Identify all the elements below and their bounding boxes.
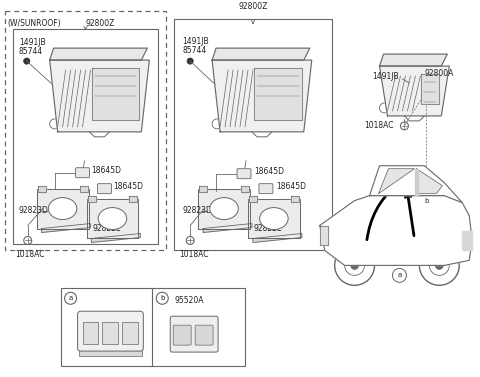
Text: (W/SUNROOF): (W/SUNROOF) <box>8 19 61 28</box>
Text: 1018AC: 1018AC <box>15 250 44 259</box>
Text: 18645D: 18645D <box>113 182 144 191</box>
Polygon shape <box>198 188 250 228</box>
Text: 92822E: 92822E <box>254 224 283 233</box>
Bar <box>60 288 245 366</box>
Circle shape <box>187 58 193 64</box>
Ellipse shape <box>48 198 77 219</box>
FancyBboxPatch shape <box>173 325 191 345</box>
Text: 95520A: 95520A <box>174 296 204 305</box>
Polygon shape <box>92 233 140 242</box>
Ellipse shape <box>98 208 127 230</box>
Circle shape <box>435 261 444 270</box>
Polygon shape <box>92 68 139 120</box>
Polygon shape <box>254 68 302 120</box>
Text: 1491JB: 1491JB <box>182 37 209 46</box>
Text: a: a <box>397 272 402 278</box>
Bar <box>79 348 143 356</box>
Ellipse shape <box>260 208 288 230</box>
FancyBboxPatch shape <box>97 184 111 194</box>
FancyBboxPatch shape <box>170 316 218 352</box>
Text: 18645D: 18645D <box>276 182 306 191</box>
Ellipse shape <box>210 198 238 219</box>
Text: 92800A: 92800A <box>424 69 454 78</box>
FancyBboxPatch shape <box>78 311 144 351</box>
Polygon shape <box>42 224 91 233</box>
Bar <box>13 29 158 244</box>
Polygon shape <box>87 196 96 202</box>
Polygon shape <box>203 224 252 233</box>
Circle shape <box>396 174 403 182</box>
Polygon shape <box>320 225 328 245</box>
Polygon shape <box>248 199 300 239</box>
FancyBboxPatch shape <box>195 325 213 345</box>
Polygon shape <box>49 60 149 132</box>
Polygon shape <box>291 196 299 202</box>
Text: 92892A: 92892A <box>96 321 125 327</box>
Text: b: b <box>424 198 429 204</box>
FancyBboxPatch shape <box>259 184 273 194</box>
Text: 85744: 85744 <box>19 47 43 56</box>
Text: 92823D: 92823D <box>182 206 212 215</box>
Circle shape <box>24 58 30 64</box>
Text: 1491JB: 1491JB <box>372 72 399 81</box>
Bar <box>174 19 332 250</box>
Circle shape <box>350 261 359 270</box>
Polygon shape <box>320 196 472 265</box>
Text: 1018AC: 1018AC <box>179 250 209 259</box>
Polygon shape <box>49 48 147 60</box>
Text: 92823D: 92823D <box>19 206 48 215</box>
Polygon shape <box>80 185 87 192</box>
Polygon shape <box>130 196 137 202</box>
Polygon shape <box>212 48 310 60</box>
Text: 92822E: 92822E <box>93 224 121 233</box>
Polygon shape <box>199 185 207 192</box>
Polygon shape <box>38 185 46 192</box>
Text: 85744: 85744 <box>182 46 206 55</box>
Bar <box>122 322 138 344</box>
Text: 92891A: 92891A <box>96 313 125 319</box>
Circle shape <box>399 76 406 82</box>
Text: b: b <box>160 295 165 301</box>
FancyBboxPatch shape <box>75 168 90 178</box>
Polygon shape <box>421 74 439 104</box>
Bar <box>83 322 98 344</box>
Text: a: a <box>69 295 72 301</box>
Polygon shape <box>415 169 419 196</box>
Polygon shape <box>86 199 138 239</box>
Bar <box>5 11 166 250</box>
Text: 1491JB: 1491JB <box>19 38 46 47</box>
Polygon shape <box>380 66 449 116</box>
Text: a: a <box>397 175 402 181</box>
Polygon shape <box>36 188 88 228</box>
FancyBboxPatch shape <box>237 169 251 179</box>
Polygon shape <box>241 185 249 192</box>
Polygon shape <box>212 60 312 132</box>
Text: 92800Z: 92800Z <box>238 2 267 11</box>
Polygon shape <box>380 54 447 66</box>
Text: 92800Z: 92800Z <box>85 19 115 28</box>
Text: 18645D: 18645D <box>92 166 121 175</box>
Bar <box>102 322 119 344</box>
Polygon shape <box>253 233 302 242</box>
Polygon shape <box>249 196 257 202</box>
Polygon shape <box>416 169 442 194</box>
Text: 18645D: 18645D <box>254 167 284 176</box>
Polygon shape <box>462 230 472 250</box>
Polygon shape <box>370 166 462 202</box>
Polygon shape <box>379 169 414 194</box>
Text: 1018AC: 1018AC <box>365 121 394 130</box>
